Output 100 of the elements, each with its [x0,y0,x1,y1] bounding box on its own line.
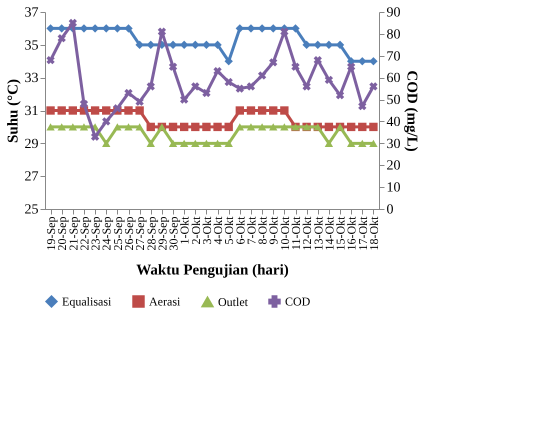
point [224,78,233,86]
point [269,106,278,115]
legend-label: Aerasi [149,294,181,309]
point [236,123,244,131]
point [358,140,366,147]
point [180,95,188,104]
point [102,24,110,33]
point [269,58,278,66]
point [146,40,155,50]
point [213,122,222,132]
point [168,140,178,147]
point [213,66,222,76]
point [135,106,144,115]
point [202,88,211,98]
point [324,122,334,132]
y2-tick-label: 0 [386,202,394,218]
y2-tick-label: 60 [386,71,400,86]
point [314,56,322,64]
point [80,123,88,131]
point [324,76,334,84]
point [236,84,244,93]
legend-label: Equalisasi [62,294,112,309]
y-tick-label: 31 [24,104,38,119]
point [346,122,356,132]
point [135,98,144,106]
point [180,140,188,147]
point [80,100,88,108]
point [46,106,55,115]
y2-tick-label: 40 [386,114,400,130]
point [146,140,155,147]
legend-label: COD [285,294,311,309]
point [224,57,233,66]
point [246,82,256,91]
point [102,117,110,126]
y2-tick-label: 70 [386,49,400,64]
point [168,62,178,71]
point [346,140,356,147]
point [46,123,55,131]
y-tick-label: 37 [24,6,38,20]
point [124,106,133,115]
y-tick-label: 29 [24,136,38,152]
y-tick-label: 25 [24,202,38,218]
point [90,106,100,115]
point [146,122,155,132]
point [246,123,256,131]
point [291,62,300,71]
point [258,123,266,131]
x-tick-label: 11-Okt [289,216,303,250]
point [314,40,322,50]
point [191,82,200,91]
point [202,122,211,132]
point [102,140,110,147]
point [213,140,222,147]
y2-tick-label: 10 [386,180,400,196]
point [347,62,356,71]
y2-tick-label: 90 [386,6,400,20]
point [113,123,122,131]
x-axis-title: Waktu Pengujian (hari) [136,262,289,278]
point [146,82,155,91]
point [158,28,166,36]
point [224,140,233,147]
point [68,123,78,131]
point [58,106,66,115]
point [236,106,244,115]
point [124,88,133,98]
y-tick-label: 33 [24,71,38,86]
y2-tick-label: 20 [386,158,400,174]
point [269,123,278,131]
y2-tick-label: 30 [386,136,400,152]
y2-tick-label: 80 [386,27,400,42]
point [191,122,200,132]
point [68,106,78,115]
point [124,123,133,131]
point [369,122,378,132]
point [224,122,233,132]
y-tick-label: 35 [24,38,38,54]
point [324,140,334,147]
y2-tick-label: 50 [386,93,400,108]
point [358,102,366,110]
point [58,34,66,42]
point [258,71,266,80]
point [90,132,100,141]
point [46,56,55,64]
legend-label: Outlet [218,294,249,309]
point [58,123,66,131]
x-tick-label: 19-Sep [44,216,58,250]
point [280,106,289,115]
point [202,140,211,147]
y2-axis-title: COD (mg/L) [404,70,420,152]
point [246,106,256,115]
point [58,24,66,33]
point [191,40,200,50]
point [336,91,344,100]
point [358,122,366,132]
y-tick-label: 27 [24,170,38,185]
y-axis-title: Suhu (°C) [6,79,22,143]
point [68,18,77,28]
point [369,140,378,147]
point [269,24,278,33]
point [180,122,188,132]
